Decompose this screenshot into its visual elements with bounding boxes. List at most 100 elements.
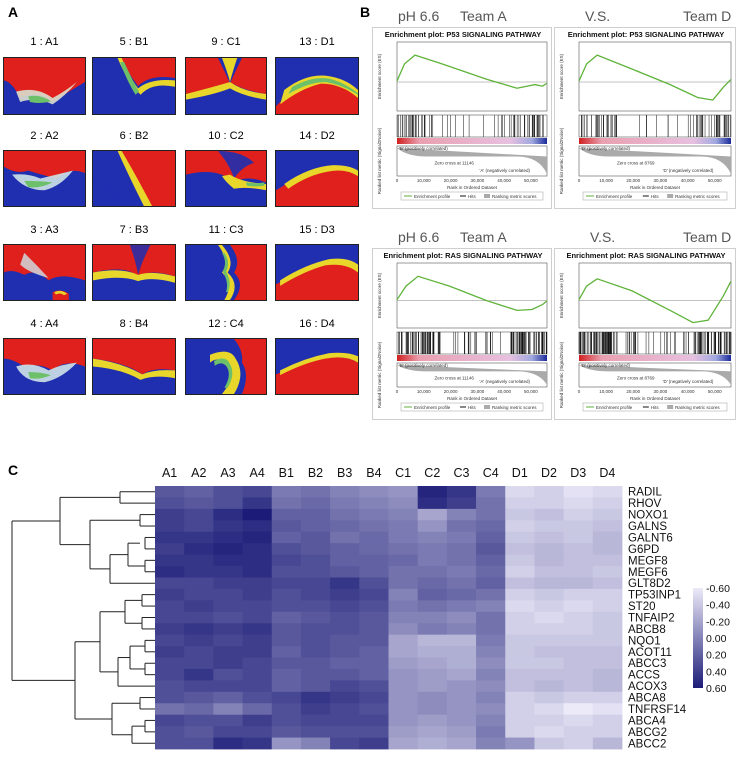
heatmap-cell [592, 566, 623, 578]
heatmap-row-label: TNFAIP2 [628, 613, 675, 625]
heatmap-cell [300, 497, 331, 510]
rank-ylabel: Ranked list metric (Signal2Noise) [559, 127, 564, 194]
legend-item-metric: Ranking metric scores [492, 194, 537, 199]
legend-tick-label: 0.40 [706, 666, 727, 678]
heatmap-column-label: D3 [570, 466, 586, 480]
x-tick-label: 50,000 [708, 178, 722, 183]
som-tile [275, 57, 359, 115]
heatmap-cell [300, 634, 331, 647]
legend-item-hits: Hits [651, 194, 659, 199]
som-tile [275, 338, 359, 395]
heatmap-cell [359, 623, 389, 636]
heatmap-cell [563, 508, 594, 521]
heatmap-cell [446, 508, 477, 521]
heatmap-cell [330, 520, 360, 533]
heatmap-cell [563, 726, 594, 738]
heatmap-column-label: A3 [220, 466, 235, 480]
heatmap-row-label: RHOV [628, 498, 662, 510]
heatmap-cell [534, 714, 565, 727]
heatmap-row-label: TNFRSF14 [628, 704, 687, 716]
x-tick-label: 40,000 [497, 389, 511, 394]
heatmap-cell [592, 554, 623, 567]
heatmap-cell [417, 646, 448, 658]
zero-cross-label: Zero cross at 8769 [617, 375, 655, 380]
heatmap-color-legend [693, 588, 703, 688]
tile-label: 12 : C4 [208, 318, 244, 330]
gsea-plot-svg: 'D' (positively correlated) Zero cross at… [559, 41, 732, 201]
heatmap-cell [446, 520, 477, 533]
gsea-plot-svg: 'B' (positively correlated) Zero cross at… [377, 262, 548, 412]
heatmap-cell [330, 566, 360, 578]
heatmap-cell [300, 623, 331, 636]
heatmap-cell [388, 531, 419, 544]
som-tile [275, 150, 359, 207]
heatmap-svg: A1 A2 A3 A4 B1 B2 B3 B4 C1 C2 C3 C4 D1 D2 D3 D4 RADILRHO… [11, 466, 730, 750]
heatmap-cell [155, 577, 185, 590]
legend-tick-label: 0.60 [706, 683, 727, 695]
heatmap-cell [417, 600, 448, 613]
heatmap-cell [476, 657, 506, 670]
heatmap-cell [330, 508, 360, 521]
heatmap-cell [563, 611, 594, 624]
heatmap-cell [155, 486, 185, 498]
hits-ticks [398, 332, 547, 354]
heatmap-cell [300, 611, 331, 624]
x-tick-label: 30,000 [470, 178, 484, 183]
heatmap-cell [242, 668, 273, 681]
heatmap-cell [213, 646, 243, 658]
heatmap-cell [184, 703, 214, 716]
heatmap-row-label: TP53INP1 [628, 590, 681, 602]
heatmap-cell [388, 634, 419, 647]
heatmap-cell [330, 657, 360, 670]
heatmap-cell [446, 554, 477, 567]
heatmap-cell [155, 657, 185, 670]
heatmap-cell [271, 611, 302, 624]
heatmap-cell [359, 600, 389, 613]
heatmap-cell [505, 634, 535, 647]
heatmap-cell [155, 497, 185, 510]
gsea-header-right: Team D [683, 8, 732, 24]
heatmap-cell [446, 486, 477, 498]
heatmap-cell [213, 623, 243, 636]
heatmap-cell [388, 577, 419, 590]
heatmap-cell [184, 646, 214, 658]
rank-ylabel: Ranked list metric (Signal2Noise) [377, 127, 382, 194]
heatmap-row-label: MEGF8 [628, 555, 668, 567]
heatmap-cell [271, 634, 302, 647]
heatmap-cell [213, 588, 243, 601]
heatmap-cell [330, 588, 360, 601]
heatmap-cell [213, 668, 243, 681]
x-tick-label: 40,000 [681, 178, 695, 183]
hits-axis [396, 331, 548, 355]
heatmap-cell [476, 680, 506, 693]
heatmap-cell [563, 623, 594, 636]
heatmap-cell [242, 543, 273, 555]
heatmap-cell [271, 657, 302, 670]
ranking-color-bar [397, 138, 547, 144]
heatmap-cell [534, 737, 565, 750]
tile-label: 15 : D3 [299, 224, 335, 236]
rank-ylabel: Ranked list metric (Signal2Noise) [377, 341, 382, 408]
som-tile [3, 57, 86, 115]
heatmap-cell [476, 634, 506, 647]
positive-correlated-label: 'D' (positively correlated) [581, 146, 630, 151]
positive-correlated-label: 'B' (positively correlated) [399, 363, 448, 368]
heatmap-cell [592, 714, 623, 727]
heatmap-cell [155, 520, 185, 533]
heatmap-cell [330, 577, 360, 590]
heatmap-cell [563, 577, 594, 590]
heatmap-column-label: A1 [162, 466, 177, 480]
heatmap-cell [271, 566, 302, 578]
heatmap-cell [534, 691, 565, 704]
heatmap-cell [417, 566, 448, 578]
zero-cross-label: Zero cross at 8769 [617, 161, 655, 166]
heatmap-row-label: ABCC3 [628, 658, 666, 670]
heatmap-row-label: ABCG2 [628, 727, 667, 739]
heatmap-cell [300, 737, 331, 750]
heatmap-cell [271, 646, 302, 658]
heatmap-cell [592, 737, 623, 750]
heatmap-cell [242, 486, 273, 498]
legend-tick-label: -0.40 [706, 600, 730, 612]
heatmap-cell [359, 646, 389, 658]
tile-label: 2 : A2 [30, 130, 59, 142]
